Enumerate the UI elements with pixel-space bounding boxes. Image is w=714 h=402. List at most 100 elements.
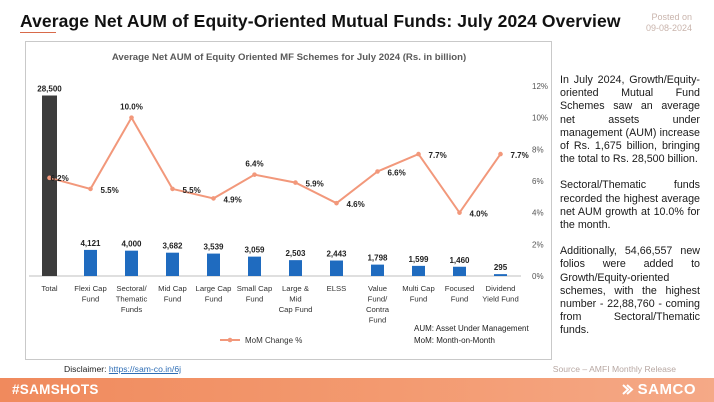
summary-text: In July 2024, Growth/Equity-oriented Mut… bbox=[560, 74, 700, 351]
mom-value-label: 4.0% bbox=[470, 210, 488, 219]
category-label: Contra bbox=[366, 305, 390, 314]
bar-value-label: 4,121 bbox=[80, 239, 101, 248]
category-label: Dividend bbox=[486, 284, 516, 293]
category-label: ELSS bbox=[327, 284, 347, 293]
category-label: Fund bbox=[369, 316, 387, 325]
mom-value-label: 7.7% bbox=[429, 151, 447, 160]
mom-value-label: 5.9% bbox=[306, 180, 324, 189]
right-axis-tick-label: 4% bbox=[532, 209, 544, 218]
category-label: Fund bbox=[246, 295, 264, 304]
right-axis-tick-label: 0% bbox=[532, 272, 544, 281]
category-label: Fund bbox=[451, 295, 469, 304]
bar-9 bbox=[412, 265, 425, 276]
bar-value-label: 28,500 bbox=[37, 85, 62, 94]
category-label: Small Cap bbox=[237, 284, 272, 293]
mom-value-label: 6.6% bbox=[388, 169, 406, 178]
summary-paragraph-1: In July 2024, Growth/Equity-oriented Mut… bbox=[560, 74, 700, 166]
bar-value-label: 295 bbox=[494, 263, 508, 272]
disclaimer-link[interactable]: https://sam-co.in/6j bbox=[108, 364, 182, 374]
bar-value-label: 1,460 bbox=[449, 256, 470, 265]
category-label: Thematic bbox=[116, 295, 148, 304]
bar-4 bbox=[207, 253, 220, 276]
chart-title: Average Net AUM of Equity Oriented MF Sc… bbox=[112, 52, 466, 63]
posted-info: Posted on 09-08-2024 bbox=[646, 12, 692, 34]
mom-change-line bbox=[49, 115, 502, 215]
mom-change-point bbox=[457, 210, 462, 215]
mom-change-point bbox=[252, 172, 257, 177]
bar-2 bbox=[125, 250, 138, 276]
mom-change-point bbox=[129, 115, 134, 120]
bar-value-label: 2,443 bbox=[326, 250, 347, 259]
posted-date: 09-08-2024 bbox=[645, 23, 692, 33]
page-title: Average Net AUM of Equity-Oriented Mutua… bbox=[20, 11, 621, 31]
mom-value-label: 5.5% bbox=[183, 186, 201, 195]
category-label: Large & bbox=[282, 284, 309, 293]
bar-8 bbox=[371, 264, 384, 276]
bar-7 bbox=[330, 260, 343, 276]
disclaimer-label: Disclaimer: bbox=[64, 364, 109, 374]
bar-value-label: 2,503 bbox=[285, 249, 306, 258]
disclaimer: Disclaimer: https://sam-co.in/6j bbox=[64, 364, 181, 374]
right-axis-tick-label: 2% bbox=[532, 240, 544, 249]
bar-value-label: 4,000 bbox=[121, 240, 142, 249]
mom-value-label: 10.0% bbox=[120, 103, 143, 112]
category-label: Value bbox=[368, 284, 387, 293]
category-label: Fund/ bbox=[368, 295, 389, 304]
chart-note: MoM: Month-on-Month bbox=[414, 336, 495, 345]
bar-value-label: 3,539 bbox=[203, 243, 224, 252]
mom-change-point bbox=[170, 186, 175, 192]
bar-0 bbox=[42, 95, 57, 276]
category-label: Funds bbox=[121, 305, 143, 314]
category-label: Sectoral/ bbox=[116, 284, 147, 293]
mom-value-label: 6.2% bbox=[51, 174, 69, 183]
mom-change-point bbox=[375, 169, 380, 174]
mom-change-point bbox=[88, 186, 93, 192]
category-label: Yield Fund bbox=[482, 295, 518, 304]
title-underline bbox=[20, 32, 56, 33]
category-label: Large Cap bbox=[196, 284, 232, 293]
bar-value-label: 3,059 bbox=[244, 246, 265, 255]
category-label: Focused bbox=[445, 284, 475, 293]
samco-logo-icon bbox=[621, 384, 634, 395]
bar-11 bbox=[494, 274, 507, 276]
mom-change-point bbox=[334, 200, 339, 206]
legend-marker bbox=[227, 337, 233, 343]
mom-value-label: 5.5% bbox=[101, 186, 119, 195]
category-label: Cap Fund bbox=[279, 305, 313, 314]
hashtag: #SAMSHOTS bbox=[12, 382, 99, 397]
category-label: Fund bbox=[205, 295, 223, 304]
category-label: Fund bbox=[82, 295, 100, 304]
aum-chart: Average Net AUM of Equity Oriented MF Sc… bbox=[29, 52, 548, 345]
chart-note: AUM: Asset Under Management bbox=[414, 324, 529, 333]
bar-1 bbox=[84, 249, 97, 276]
brand-logo: SAMCO bbox=[621, 381, 696, 398]
category-label: Mid Cap bbox=[158, 284, 187, 293]
category-label: Total bbox=[41, 284, 58, 293]
category-label: Flexi Cap bbox=[74, 284, 106, 293]
bar-value-label: 3,682 bbox=[162, 242, 183, 251]
mom-value-label: 4.6% bbox=[347, 200, 365, 209]
right-axis-tick-label: 10% bbox=[532, 114, 548, 123]
mom-change-point bbox=[211, 196, 216, 201]
source-note: Source – AMFI Monthly Release bbox=[552, 364, 676, 374]
mom-value-label: 6.4% bbox=[245, 160, 263, 169]
bar-5 bbox=[248, 256, 261, 276]
bar-value-label: 1,798 bbox=[367, 254, 388, 263]
right-axis-tick-label: 8% bbox=[532, 145, 544, 154]
mom-value-label: 4.9% bbox=[224, 195, 242, 204]
bar-value-label: 1,599 bbox=[408, 255, 429, 264]
summary-paragraph-2: Sectoral/Thematic funds recorded the hig… bbox=[560, 179, 700, 232]
footer-banner: #SAMSHOTS SAMCO bbox=[0, 378, 714, 402]
mom-change-point bbox=[498, 151, 503, 157]
category-label: Mid bbox=[289, 295, 301, 304]
mom-value-label: 7.7% bbox=[511, 151, 529, 160]
summary-paragraph-3: Additionally, 54,66,557 new folios were … bbox=[560, 245, 700, 337]
category-label: Fund bbox=[410, 295, 428, 304]
category-label: Multi Cap bbox=[402, 284, 434, 293]
mom-change-point bbox=[293, 180, 298, 185]
brand-name: SAMCO bbox=[637, 381, 696, 398]
bar-10 bbox=[453, 266, 466, 276]
bar-6 bbox=[289, 260, 302, 276]
right-axis-tick-label: 12% bbox=[532, 82, 548, 91]
posted-label: Posted on bbox=[651, 12, 692, 22]
